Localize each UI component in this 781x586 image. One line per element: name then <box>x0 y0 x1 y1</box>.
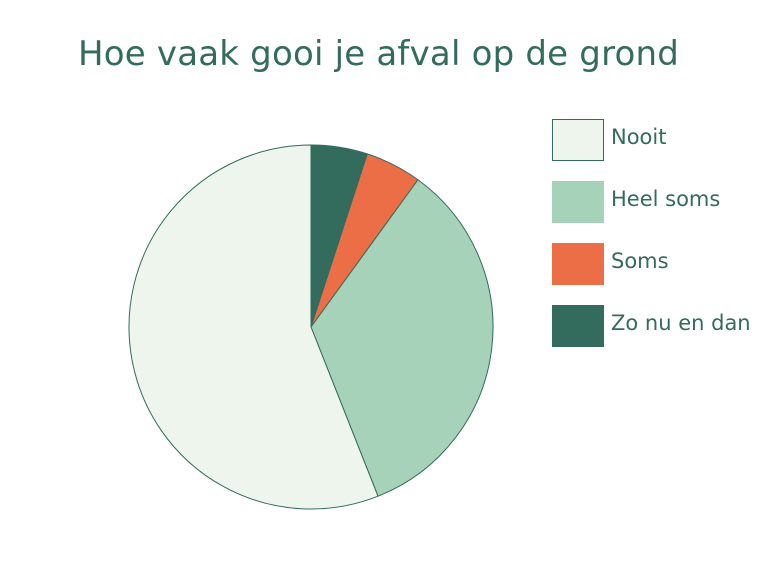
chart-title: Hoe vaak gooi je afval op de grond <box>78 34 680 74</box>
legend-label: Zo nu en dan <box>611 311 751 335</box>
legend-swatch <box>552 305 604 347</box>
legend-label: Soms <box>611 249 669 273</box>
legend-swatch <box>552 119 604 161</box>
legend-label: Nooit <box>611 125 667 149</box>
pie-slice-nooit <box>128 144 379 510</box>
pie-slice-heel-soms <box>310 179 494 497</box>
legend-swatch <box>552 181 604 223</box>
legend-swatch <box>552 243 604 285</box>
legend-label: Heel soms <box>611 187 721 211</box>
